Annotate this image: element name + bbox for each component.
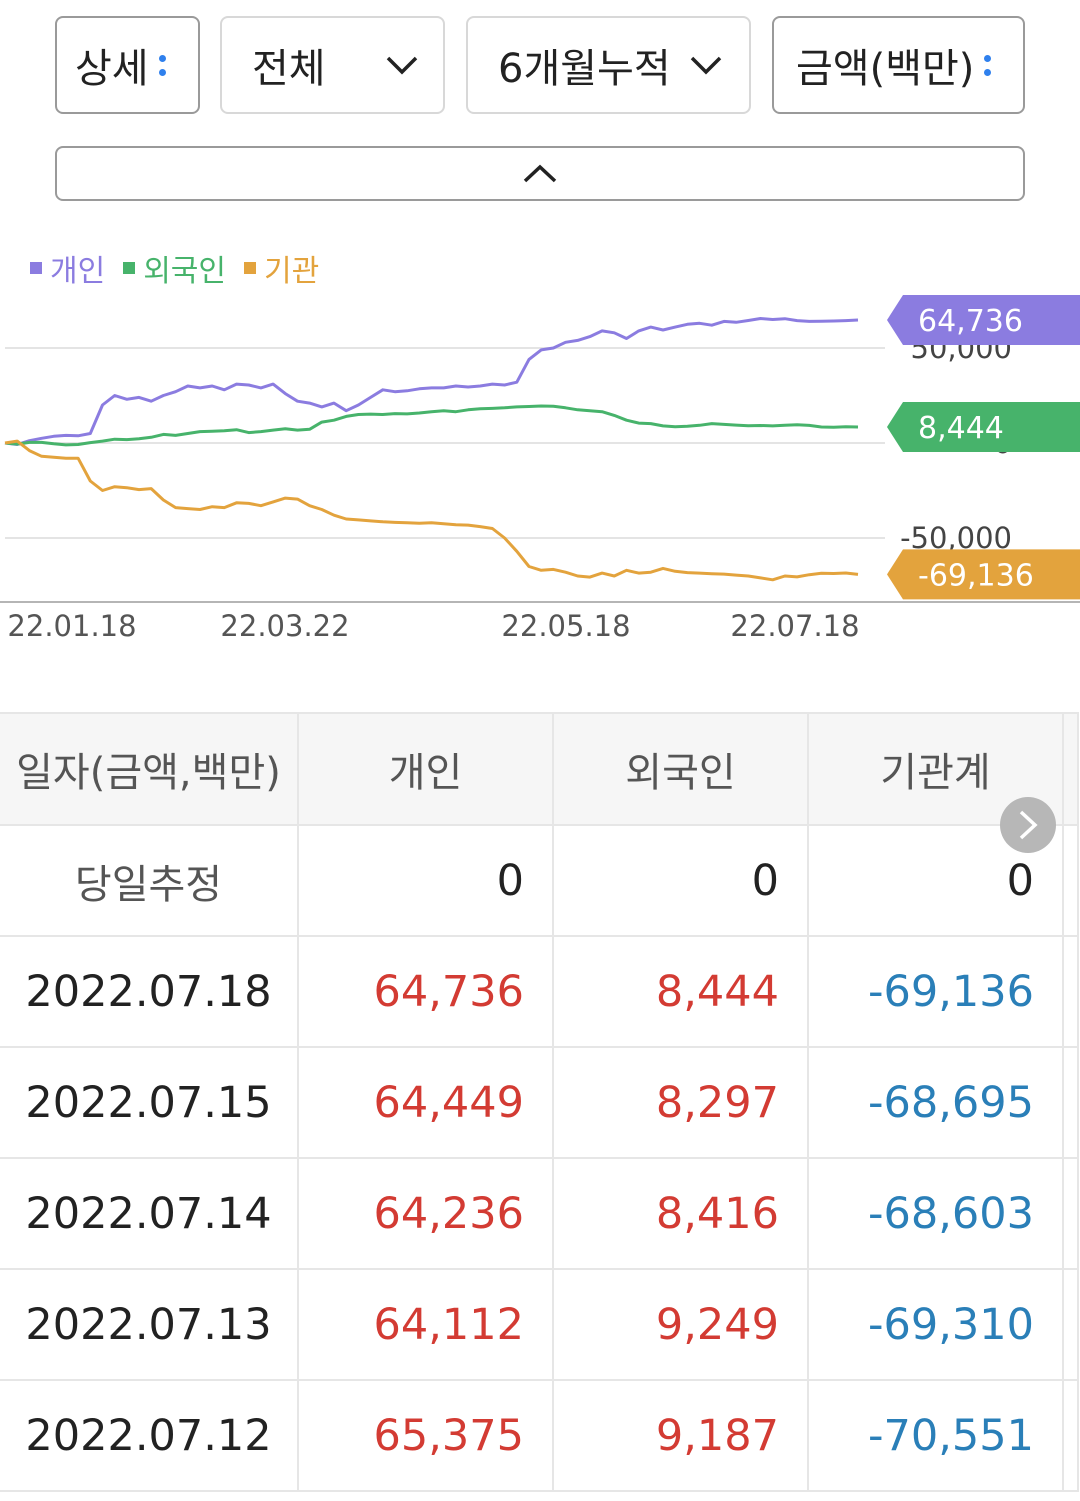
- last-value-tag-individual: 64,736: [887, 295, 1080, 346]
- table-scroll-next-button[interactable]: [1000, 797, 1056, 853]
- table-row[interactable]: 2022.07.14 64,236 8,416 -68,603: [0, 1158, 1079, 1270]
- row-filler: [1063, 1047, 1079, 1159]
- series-line: [4, 439, 859, 582]
- investor-trend-chart: 50,0000-50,00022.01.1822.03.2222.05.1822…: [0, 295, 1080, 643]
- period-label: 6개월누적: [498, 46, 671, 92]
- header-filler: [1063, 712, 1079, 826]
- row-foreign: 8,416: [553, 1158, 809, 1270]
- chevron-right-icon: [1019, 810, 1038, 840]
- chart-legend: 개인 외국인 기관: [30, 246, 319, 290]
- tag-background: [887, 295, 1080, 346]
- table-row[interactable]: 2022.07.12 65,375 9,187 -70,551: [0, 1380, 1079, 1492]
- row-individual: 64,736: [298, 936, 554, 1048]
- legend-item-individual: 개인: [30, 246, 105, 290]
- legend-item-foreign: 외국인: [123, 246, 226, 290]
- row-foreign: 9,249: [553, 1269, 809, 1381]
- legend-label: 외국인: [143, 254, 227, 289]
- row-individual: 65,375: [298, 1380, 554, 1492]
- scope-select[interactable]: 전체: [220, 16, 445, 114]
- unit-label: 금액(백만): [796, 46, 975, 92]
- row-date: 2022.07.14: [0, 1158, 299, 1270]
- tag-background: [887, 549, 1080, 600]
- last-value-tag-foreign: 8,444: [887, 401, 1080, 452]
- unit-menu-button[interactable]: 금액(백만): [772, 16, 1025, 114]
- legend-swatch: [30, 262, 42, 274]
- chevron-down-icon: [386, 56, 418, 75]
- table-header-row: 일자(금액,백만) 개인 외국인 기관계: [0, 712, 1079, 826]
- series-line: [4, 317, 859, 446]
- detail-menu-button[interactable]: 상세: [55, 16, 200, 114]
- estimate-individual: 0: [298, 825, 554, 937]
- table-row-estimate: 당일추정 0 0 0: [0, 825, 1079, 937]
- last-value-tag-institution: -69,136: [887, 549, 1080, 600]
- header-foreign: 외국인: [553, 712, 809, 826]
- x-tick-label: 22.01.18: [7, 609, 136, 643]
- period-select[interactable]: 6개월누적: [466, 16, 751, 114]
- row-foreign: 9,187: [553, 1380, 809, 1492]
- row-filler: [1063, 936, 1079, 1048]
- header-institution: 기관계: [808, 712, 1064, 826]
- row-date: 2022.07.13: [0, 1269, 299, 1381]
- row-institution: -70,551: [808, 1380, 1064, 1492]
- chevron-down-icon: [690, 56, 722, 75]
- table-row[interactable]: 2022.07.18 64,736 8,444 -69,136: [0, 936, 1079, 1048]
- scope-label: 전체: [252, 46, 326, 92]
- more-vertical-icon: [984, 48, 992, 83]
- tag-value: 64,736: [918, 304, 1023, 339]
- series-line: [4, 404, 859, 447]
- row-institution: -68,695: [808, 1047, 1064, 1159]
- row-date: 2022.07.15: [0, 1047, 299, 1159]
- legend-swatch: [244, 262, 257, 274]
- row-foreign: 8,297: [553, 1047, 809, 1159]
- row-institution: -68,603: [808, 1158, 1064, 1270]
- investor-table: 일자(금액,백만) 개인 외국인 기관계 당일추정 0 0 0 2022.07.…: [0, 712, 1079, 1492]
- row-institution: -69,136: [808, 936, 1064, 1048]
- legend-item-institution: 기관: [244, 246, 319, 290]
- table-row[interactable]: 2022.07.13 64,112 9,249 -69,310: [0, 1269, 1079, 1381]
- legend-label: 개인: [50, 254, 106, 289]
- row-date: 2022.07.12: [0, 1380, 299, 1492]
- row-filler: [1063, 825, 1079, 937]
- row-institution: -69,310: [808, 1269, 1064, 1381]
- collapse-filter-button[interactable]: [55, 146, 1025, 201]
- y-tick-label: -50,000: [900, 521, 1012, 555]
- row-filler: [1063, 1269, 1079, 1381]
- tag-value: 8,444: [918, 411, 1004, 446]
- row-filler: [1063, 1158, 1079, 1270]
- row-individual: 64,449: [298, 1047, 554, 1159]
- detail-label: 상세: [75, 46, 149, 92]
- estimate-label: 당일추정: [0, 825, 299, 937]
- row-filler: [1063, 1380, 1079, 1492]
- row-individual: 64,236: [298, 1158, 554, 1270]
- x-tick-label: 22.05.18: [501, 609, 630, 643]
- x-tick-label: 22.03.22: [220, 609, 349, 643]
- table-row[interactable]: 2022.07.15 64,449 8,297 -68,695: [0, 1047, 1079, 1159]
- row-individual: 64,112: [298, 1269, 554, 1381]
- more-vertical-icon: [158, 48, 167, 83]
- row-foreign: 8,444: [553, 936, 809, 1048]
- estimate-foreign: 0: [553, 825, 809, 937]
- tag-value: -69,136: [918, 558, 1034, 593]
- header-individual: 개인: [298, 712, 554, 826]
- header-date: 일자(금액,백만): [0, 712, 299, 826]
- legend-label: 기관: [264, 254, 320, 289]
- tag-background: [887, 401, 1080, 452]
- legend-swatch: [123, 262, 136, 274]
- row-date: 2022.07.18: [0, 936, 299, 1048]
- x-tick-label: 22.07.18: [730, 609, 859, 643]
- chevron-up-icon: [523, 164, 557, 182]
